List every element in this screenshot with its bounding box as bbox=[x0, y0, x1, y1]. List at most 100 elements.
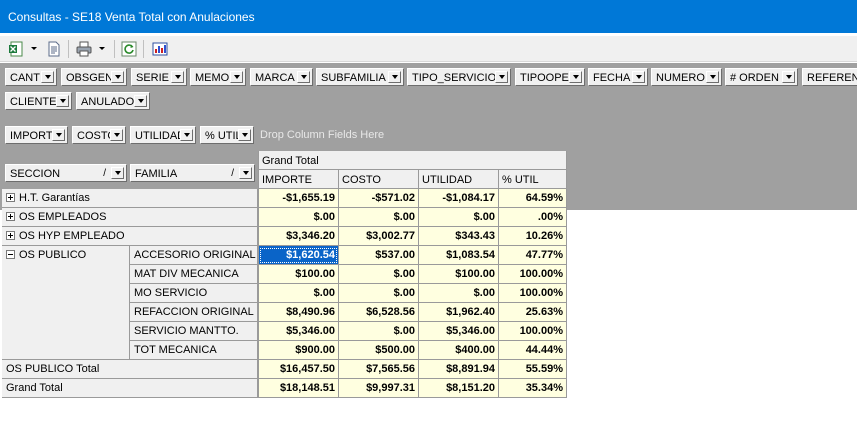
value-cell-utilidad[interactable]: $.00 bbox=[419, 284, 499, 303]
filter-field-referencia[interactable]: REFERENCIA bbox=[802, 68, 857, 86]
export-dropdown-icon[interactable] bbox=[30, 43, 38, 53]
expand-icon[interactable] bbox=[6, 212, 15, 221]
column-header-util-pct[interactable]: % UTIL bbox=[499, 170, 567, 189]
value-cell-importe[interactable]: $1,620.54 bbox=[258, 246, 339, 265]
row-header-familia[interactable]: TOT MECANICA bbox=[130, 341, 258, 360]
filter-field-numero[interactable]: NUMERO bbox=[651, 68, 722, 86]
value-cell-costo[interactable]: -$571.02 bbox=[339, 189, 419, 208]
value-cell-utilidad[interactable]: $8,891.94 bbox=[419, 360, 499, 379]
row-header-seccion[interactable]: OS HYP EMPLEADO bbox=[2, 227, 258, 246]
data-field-importe[interactable]: IMPORTE bbox=[5, 126, 68, 144]
value-cell-importe[interactable]: $16,457.50 bbox=[258, 360, 339, 379]
collapse-icon[interactable] bbox=[6, 250, 15, 259]
filter-field-marca[interactable]: MARCA bbox=[250, 68, 313, 86]
value-cell-costo[interactable]: $.00 bbox=[339, 208, 419, 227]
value-cell-costo[interactable]: $7,565.56 bbox=[339, 360, 419, 379]
value-cell-util-pct[interactable]: 100.00% bbox=[499, 322, 567, 341]
row-header-familia[interactable]: ACCESORIO ORIGINAL bbox=[130, 246, 258, 265]
row-header-familia[interactable]: REFACCION ORIGINAL bbox=[130, 303, 258, 322]
value-cell-utilidad[interactable]: $1,083.54 bbox=[419, 246, 499, 265]
expand-icon[interactable] bbox=[6, 231, 15, 240]
value-cell-utilidad[interactable]: $.00 bbox=[419, 208, 499, 227]
value-cell-utilidad[interactable]: -$1,084.17 bbox=[419, 189, 499, 208]
value-cell-importe[interactable]: $5,346.00 bbox=[258, 322, 339, 341]
expand-icon[interactable] bbox=[6, 193, 15, 202]
value-cell-util-pct[interactable]: 64.59% bbox=[499, 189, 567, 208]
value-cell-util-pct[interactable]: .00% bbox=[499, 208, 567, 227]
chevron-down-icon[interactable] bbox=[238, 129, 251, 141]
value-cell-costo[interactable]: $6,528.56 bbox=[339, 303, 419, 322]
filter-field-tipoope[interactable]: TIPOOPE bbox=[515, 68, 585, 86]
filter-field-cliente[interactable]: CLIENTE bbox=[5, 92, 72, 110]
value-cell-util-pct[interactable]: 25.63% bbox=[499, 303, 567, 322]
row-header-familia[interactable]: MAT DIV MECANICA bbox=[130, 265, 258, 284]
value-cell-costo[interactable]: $537.00 bbox=[339, 246, 419, 265]
chart-icon[interactable] bbox=[152, 41, 168, 57]
value-cell-importe[interactable]: $8,490.96 bbox=[258, 303, 339, 322]
row-header-familia[interactable]: MO SERVICIO bbox=[130, 284, 258, 303]
chevron-down-icon[interactable] bbox=[41, 71, 54, 83]
row-field-familia[interactable]: FAMILIA / bbox=[130, 164, 255, 182]
value-cell-importe[interactable]: $.00 bbox=[258, 284, 339, 303]
value-cell-utilidad[interactable]: $343.43 bbox=[419, 227, 499, 246]
filter-field-orden[interactable]: # ORDEN bbox=[725, 68, 798, 86]
chevron-down-icon[interactable] bbox=[171, 71, 184, 83]
row-header-seccion[interactable]: OS PUBLICO bbox=[2, 246, 130, 360]
chevron-down-icon[interactable] bbox=[782, 71, 795, 83]
chevron-down-icon[interactable] bbox=[111, 167, 124, 179]
value-cell-costo[interactable]: $9,997.31 bbox=[339, 379, 419, 398]
column-header-utilidad[interactable]: UTILIDAD bbox=[419, 170, 499, 189]
column-header-importe[interactable]: IMPORTE bbox=[258, 170, 339, 189]
chevron-down-icon[interactable] bbox=[569, 71, 582, 83]
row-field-seccion[interactable]: SECCION / bbox=[5, 164, 127, 182]
column-header-costo[interactable]: COSTO bbox=[339, 170, 419, 189]
value-cell-utilidad[interactable]: $5,346.00 bbox=[419, 322, 499, 341]
excel-export-icon[interactable] bbox=[8, 41, 24, 57]
chevron-down-icon[interactable] bbox=[297, 71, 310, 83]
value-cell-util-pct[interactable]: 10.26% bbox=[499, 227, 567, 246]
chevron-down-icon[interactable] bbox=[52, 129, 65, 141]
filter-field-subfamilia[interactable]: SUBFAMILIA bbox=[316, 68, 404, 86]
value-cell-importe[interactable]: $900.00 bbox=[258, 341, 339, 360]
chevron-down-icon[interactable] bbox=[134, 95, 147, 107]
value-cell-costo[interactable]: $.00 bbox=[339, 265, 419, 284]
chevron-down-icon[interactable] bbox=[230, 71, 243, 83]
filter-field-memo[interactable]: MEMO bbox=[190, 68, 246, 86]
value-cell-costo[interactable]: $.00 bbox=[339, 322, 419, 341]
print-icon[interactable] bbox=[76, 41, 92, 57]
value-cell-utilidad[interactable]: $100.00 bbox=[419, 265, 499, 284]
chevron-down-icon[interactable] bbox=[111, 71, 124, 83]
chevron-down-icon[interactable] bbox=[110, 129, 123, 141]
document-icon[interactable] bbox=[46, 41, 62, 57]
row-header-familia[interactable]: SERVICIO MANTTO. bbox=[130, 322, 258, 341]
filter-field-anulado[interactable]: ANULADO bbox=[76, 92, 150, 110]
print-dropdown-icon[interactable] bbox=[98, 43, 106, 53]
value-cell-utilidad[interactable]: $1,962.40 bbox=[419, 303, 499, 322]
value-cell-costo[interactable]: $.00 bbox=[339, 284, 419, 303]
refresh-icon[interactable] bbox=[121, 41, 137, 57]
value-cell-importe[interactable]: $3,346.20 bbox=[258, 227, 339, 246]
data-field-costo[interactable]: COSTO bbox=[72, 126, 126, 144]
data-field-utilidad[interactable]: UTILIDAD bbox=[130, 126, 196, 144]
chevron-down-icon[interactable] bbox=[388, 71, 401, 83]
filter-field-fecha[interactable]: FECHA bbox=[588, 68, 648, 86]
data-field-util-pct[interactable]: % UTIL bbox=[200, 126, 254, 144]
value-cell-util-pct[interactable]: 44.44% bbox=[499, 341, 567, 360]
value-cell-utilidad[interactable]: $400.00 bbox=[419, 341, 499, 360]
value-cell-importe[interactable]: -$1,655.19 bbox=[258, 189, 339, 208]
value-cell-util-pct[interactable]: 55.59% bbox=[499, 360, 567, 379]
value-cell-util-pct[interactable]: 47.77% bbox=[499, 246, 567, 265]
chevron-down-icon[interactable] bbox=[239, 167, 252, 179]
chevron-down-icon[interactable] bbox=[632, 71, 645, 83]
value-cell-util-pct[interactable]: 100.00% bbox=[499, 284, 567, 303]
row-header-seccion[interactable]: OS EMPLEADOS bbox=[2, 208, 258, 227]
chevron-down-icon[interactable] bbox=[56, 95, 69, 107]
filter-field-obsgen[interactable]: OBSGEN bbox=[61, 68, 127, 86]
value-cell-util-pct[interactable]: 100.00% bbox=[499, 265, 567, 284]
value-cell-utilidad[interactable]: $8,151.20 bbox=[419, 379, 499, 398]
value-cell-util-pct[interactable]: 35.34% bbox=[499, 379, 567, 398]
chevron-down-icon[interactable] bbox=[495, 71, 508, 83]
row-header-seccion[interactable]: H.T. Garantías bbox=[2, 189, 258, 208]
value-cell-importe[interactable]: $.00 bbox=[258, 208, 339, 227]
chevron-down-icon[interactable] bbox=[706, 71, 719, 83]
